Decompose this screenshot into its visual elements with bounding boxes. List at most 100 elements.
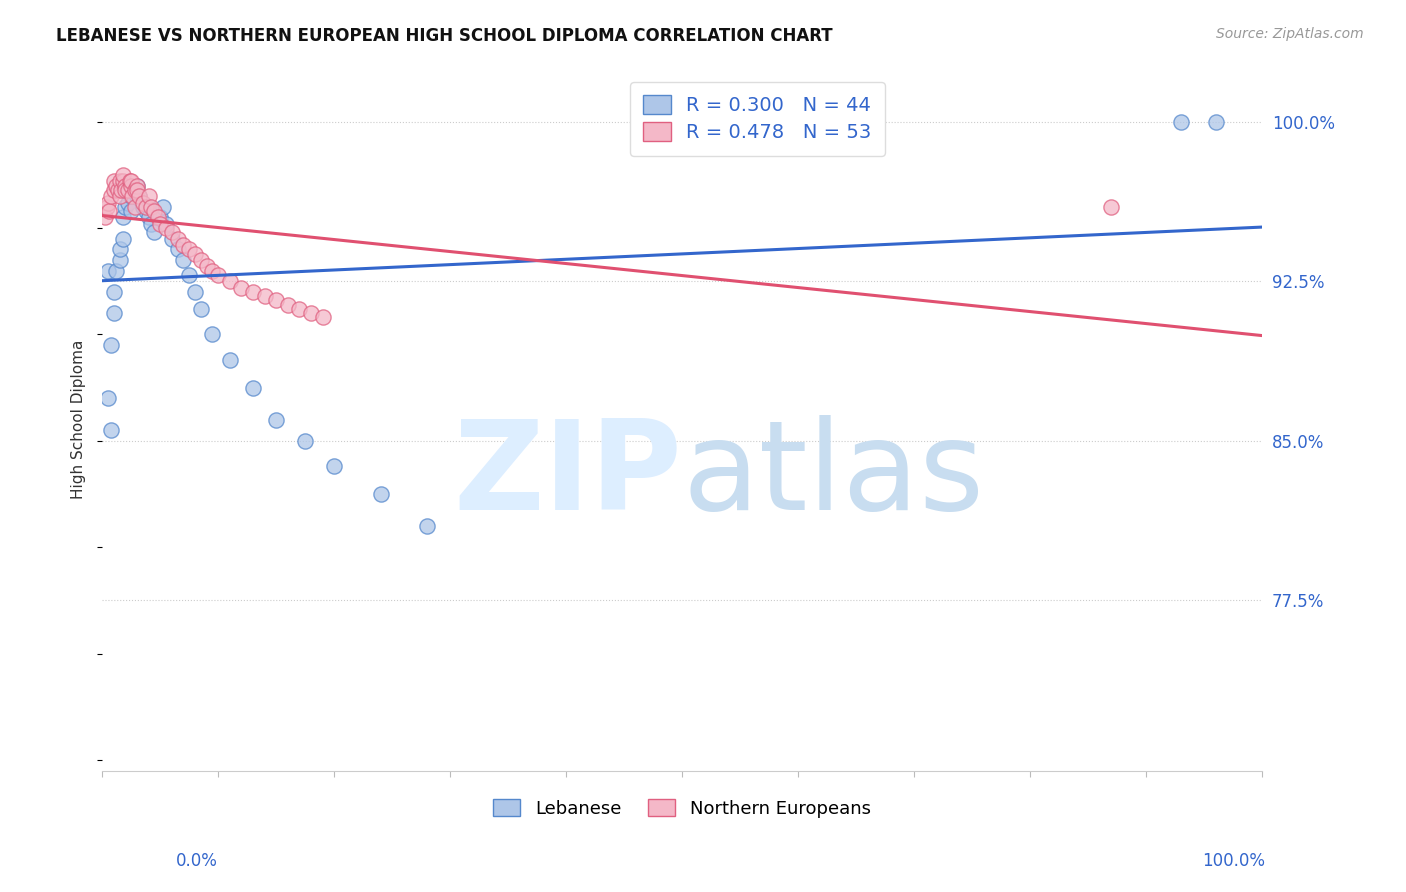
Point [108, 243, 131, 257]
Point [97, 263, 120, 277]
Point [146, 211, 169, 225]
Point [195, 260, 218, 274]
Point [120, 189, 142, 203]
Point [299, 306, 322, 320]
Point [108, 189, 131, 203]
Point [184, 285, 207, 299]
Point [149, 211, 172, 225]
Point [105, 263, 128, 277]
Point [98, 204, 121, 219]
Point [152, 200, 174, 214]
Point [160, 232, 183, 246]
Point [242, 285, 264, 299]
Point [166, 232, 188, 246]
Point [288, 301, 311, 316]
Point [112, 174, 135, 188]
Y-axis label: High School Diploma: High School Diploma [72, 340, 86, 500]
Point [143, 225, 166, 239]
Point [132, 200, 155, 214]
Point [125, 178, 148, 193]
Point [124, 200, 146, 214]
Point [138, 200, 160, 214]
Point [172, 253, 194, 268]
Point [253, 289, 276, 303]
Point [172, 238, 194, 252]
Point [179, 243, 201, 257]
Text: atlas: atlas [682, 416, 984, 536]
Point [125, 183, 148, 197]
Point [112, 232, 135, 246]
Point [114, 183, 136, 197]
Point [201, 263, 224, 277]
Point [97, 392, 120, 406]
Point [125, 178, 148, 193]
Point [1099, 200, 1122, 214]
Point [166, 243, 188, 257]
Point [114, 200, 136, 214]
Point [103, 285, 125, 299]
Point [207, 268, 229, 282]
Point [135, 200, 157, 214]
Point [100, 189, 122, 203]
Point [201, 327, 224, 342]
Point [120, 204, 142, 219]
Point [112, 168, 135, 182]
Point [294, 434, 316, 448]
Point [108, 174, 131, 188]
Point [96, 200, 118, 214]
Legend: Lebanese, Northern Europeans: Lebanese, Northern Europeans [486, 791, 879, 825]
Point [311, 310, 333, 325]
Point [1205, 114, 1227, 128]
Text: Source: ZipAtlas.com: Source: ZipAtlas.com [1216, 27, 1364, 41]
Point [184, 246, 207, 260]
Point [120, 174, 142, 188]
Point [132, 195, 155, 210]
Point [190, 253, 212, 268]
Point [128, 189, 150, 203]
Point [128, 189, 150, 203]
Point [416, 519, 439, 533]
Text: LEBANESE VS NORTHERN EUROPEAN HIGH SCHOOL DIPLOMA CORRELATION CHART: LEBANESE VS NORTHERN EUROPEAN HIGH SCHOO… [56, 27, 832, 45]
Point [117, 195, 139, 210]
Point [179, 268, 201, 282]
Point [1170, 114, 1192, 128]
Point [107, 183, 129, 197]
Point [117, 183, 139, 197]
Point [149, 217, 172, 231]
Point [121, 189, 143, 203]
Text: ZIP: ZIP [453, 416, 682, 536]
Point [323, 459, 346, 474]
Point [103, 306, 125, 320]
Point [100, 423, 122, 437]
Point [139, 217, 162, 231]
Point [124, 183, 146, 197]
Point [242, 381, 264, 395]
Point [118, 174, 141, 188]
Point [138, 211, 160, 225]
Point [105, 178, 128, 193]
Point [114, 178, 136, 193]
Point [135, 204, 157, 219]
Text: 0.0%: 0.0% [176, 852, 218, 870]
Point [160, 225, 183, 239]
Point [110, 183, 132, 197]
Point [231, 281, 253, 295]
Point [103, 174, 125, 188]
Point [93, 211, 115, 225]
Point [370, 487, 392, 501]
Text: 100.0%: 100.0% [1202, 852, 1265, 870]
Point [112, 211, 135, 225]
Point [139, 200, 162, 214]
Point [120, 178, 142, 193]
Point [155, 221, 177, 235]
Point [138, 189, 160, 203]
Point [277, 298, 299, 312]
Point [100, 338, 122, 352]
Point [155, 217, 177, 231]
Point [108, 253, 131, 268]
Point [143, 204, 166, 219]
Point [218, 353, 240, 368]
Point [124, 183, 146, 197]
Point [264, 293, 287, 308]
Point [264, 412, 287, 426]
